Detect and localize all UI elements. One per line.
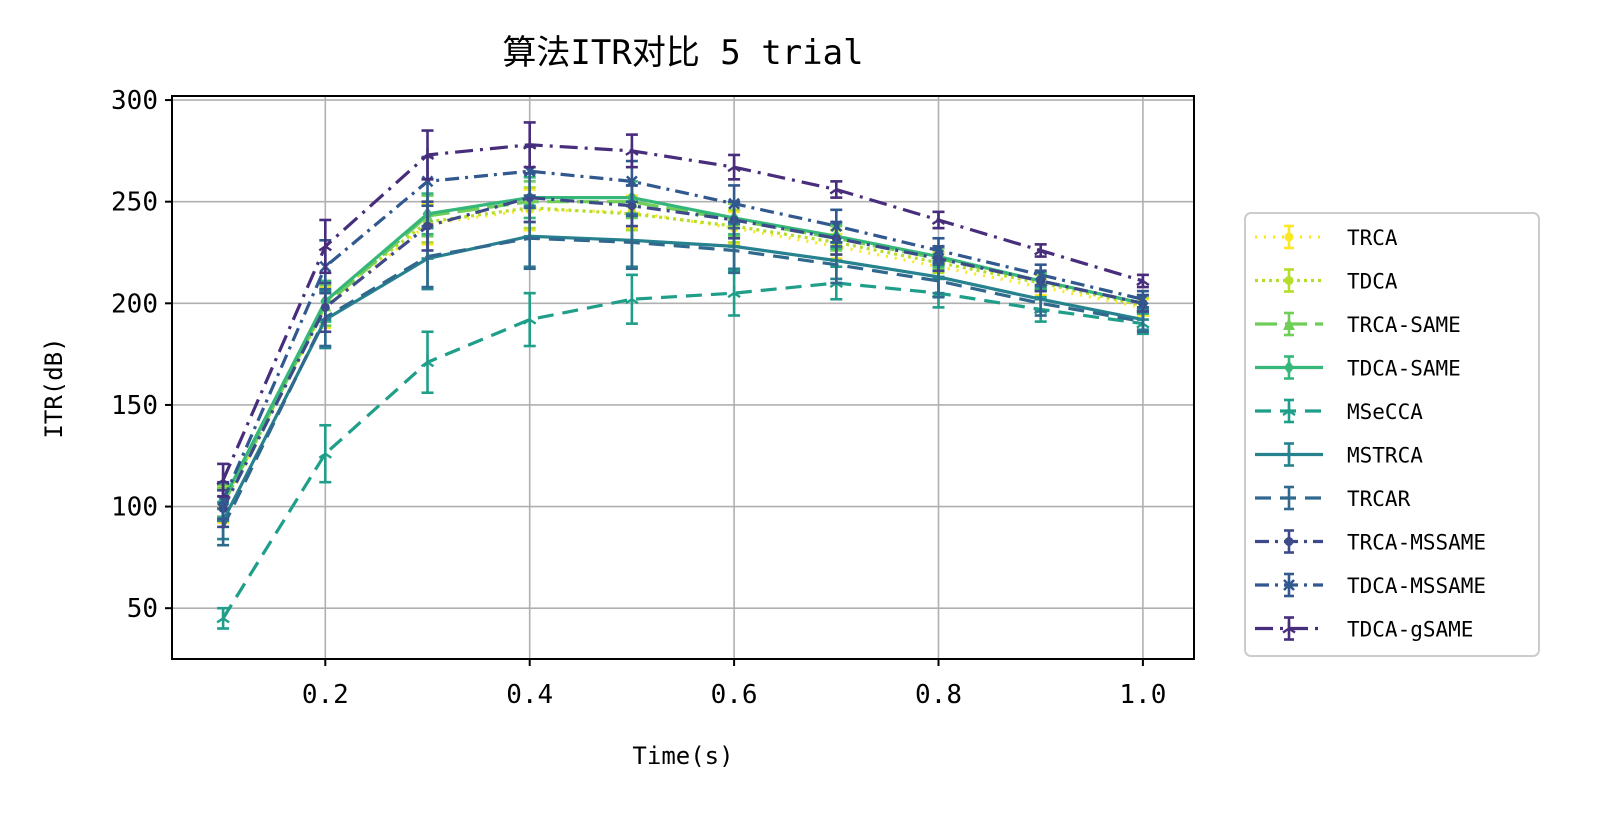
data-point [727,286,741,299]
legend-marker [1283,318,1295,330]
legend-item-trcar: TRCAR [1255,485,1411,511]
data-point [1034,268,1047,281]
legend-item-tdca-same: TDCA-SAME [1255,355,1461,381]
legend-marker [1283,448,1295,461]
legend-label: TDCA [1347,270,1398,294]
series-line [221,200,1144,506]
legend-label: MSeCCA [1347,400,1423,424]
y-tick-label: 300 [111,86,158,116]
chart-title: 算法ITR对比 5 trial [502,33,863,73]
legend-item-trca: TRCA [1255,224,1398,250]
data-point [421,175,434,188]
data-point [625,143,639,156]
legend-marker [1282,404,1296,416]
x-tick-label: 0.6 [711,680,758,710]
y-tick-label: 200 [111,289,158,319]
series-tdca-gsame [216,121,1150,498]
x-tick-label: 1.0 [1119,680,1166,710]
legend-label: TDCA-gSAME [1347,618,1473,642]
series-line [221,236,1144,528]
legend-item-tdca: TDCA [1255,268,1398,294]
legend-marker [1284,537,1294,546]
series-layer [216,121,1150,630]
legend-label: TRCA [1347,226,1398,250]
axis-ticks: 0.2 0.4 0.6 0.8 1.0 50 100 150 200 250 300 [111,86,1166,710]
legend-label: TRCA-SAME [1347,313,1461,337]
data-point [728,197,741,210]
legend-label: TDCA-SAME [1347,357,1461,381]
series-line [221,281,1144,620]
y-tick-label: 100 [111,493,158,523]
data-point [523,312,537,325]
series-line [221,234,1144,522]
data-point [216,611,230,624]
series-line [221,196,1144,510]
legend-label: MSTRCA [1347,444,1423,468]
legend: TRCA TDCA TRCA-SAME TDCA-SAME MSeCCA MSTRCA TR… [1244,212,1540,657]
data-point [932,244,945,257]
data-point [727,160,741,173]
legend-item-tdca-mssame: TDCA-MSSAME [1255,572,1486,598]
y-tick-label: 50 [127,594,158,624]
data-point [625,175,638,188]
y-tick-label: 150 [111,391,158,421]
legend-item-tdca-gsame: TDCA-gSAME [1255,616,1473,642]
y-axis-label: ITR(dB) [40,337,68,438]
legend-label: TRCA-MSSAME [1347,531,1486,555]
legend-item-trca-same: TRCA-SAME [1255,311,1461,337]
data-point [423,221,432,231]
y-tick-label: 250 [111,188,158,218]
data-point [523,137,537,150]
data-point [320,302,330,312]
data-point [1136,273,1150,286]
data-point [420,355,435,368]
legend-marker [1283,579,1295,591]
data-point [420,147,435,160]
legend-marker [1284,360,1294,375]
legend-item-mstrca: MSTRCA [1255,442,1423,468]
plot-frame [171,95,1195,660]
legend-marker [1284,232,1294,242]
data-point [318,446,332,459]
data-point [1136,293,1149,306]
data-point [830,220,843,232]
data-point [625,292,639,305]
x-tick-label: 0.8 [915,680,962,710]
x-tick-label: 0.2 [302,680,349,710]
series-line [221,169,1144,502]
data-point [1034,243,1048,256]
data-point [318,239,332,252]
legend-label: TDCA-MSSAME [1347,574,1486,598]
data-point [216,473,230,486]
x-axis-label: Time(s) [632,742,733,770]
data-point [627,201,637,211]
legend-label: TRCAR [1347,487,1411,511]
legend-item-trca-mssame: TRCA-MSSAME [1255,529,1486,555]
x-tick-label: 0.4 [506,680,553,710]
series-line [221,143,1144,481]
data-point [829,182,843,195]
legend-item-msecca: MSeCCA [1255,398,1423,424]
legend-marker [1284,276,1294,285]
data-point [931,212,946,225]
legend-marker [1282,621,1296,634]
